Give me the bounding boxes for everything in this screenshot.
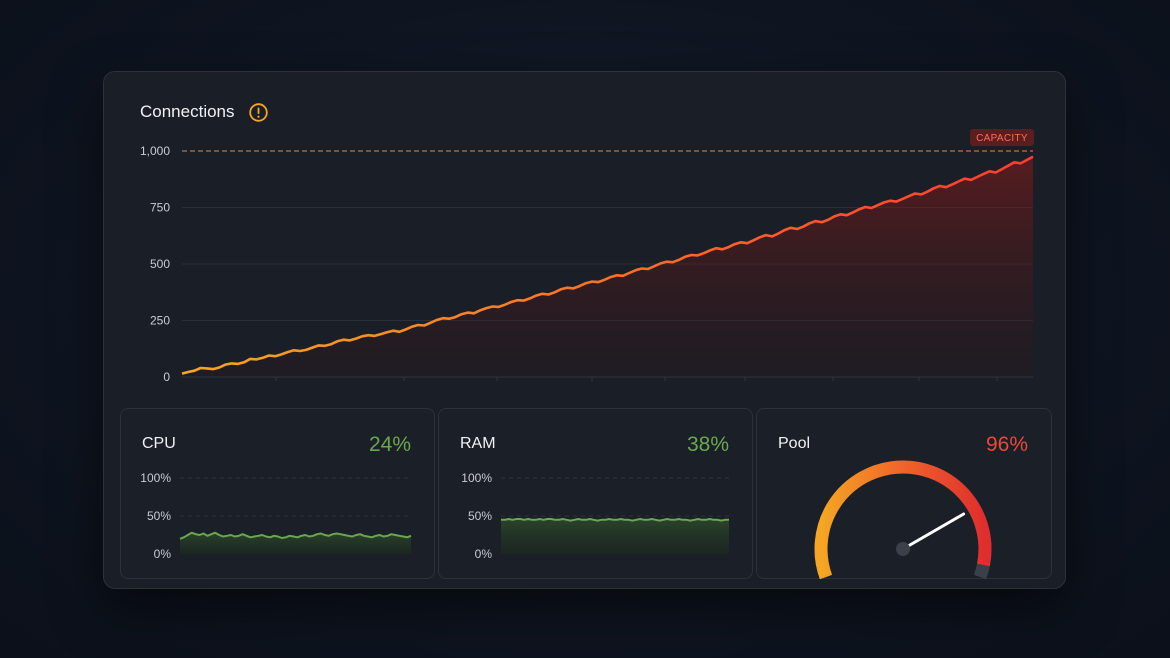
page-title: Connections [140, 102, 235, 121]
y-tick-label: 100% [140, 471, 171, 485]
gauge-needle [901, 512, 966, 551]
ram-area [501, 519, 729, 554]
ram-title: RAM [460, 435, 496, 452]
cpu-title: CPU [142, 435, 176, 452]
capacity-badge: CAPACITY [970, 129, 1034, 146]
ram-chart: 100% 50% 0% [461, 471, 729, 561]
capacity-label: CAPACITY [976, 133, 1028, 144]
pool-value: 96% [985, 433, 1028, 456]
cpu-line [179, 531, 412, 540]
connections-header: Connections [140, 102, 268, 122]
cpu-chart: 100% 50% 0% [140, 471, 412, 561]
y-tick-label: 50% [468, 509, 492, 523]
pool-panel: Pool 96% [756, 408, 1052, 580]
connections-line [181, 155, 1034, 375]
y-tick-label: 0 [163, 370, 170, 384]
y-tick-label: 750 [150, 201, 170, 215]
dashboard-card: 1,000 750 500 250 0 CAPACITY Connections 100… [103, 71, 1066, 589]
warning-circle-icon[interactable] [248, 102, 268, 122]
y-tick-label: 1,000 [140, 144, 170, 158]
cpu-area [180, 532, 411, 554]
ram-value: 38% [686, 433, 729, 456]
gauge-fill [814, 460, 992, 580]
ram-line [501, 518, 729, 522]
pool-gauge [814, 460, 992, 580]
cpu-value: 24% [368, 433, 411, 456]
connections-area [182, 156, 1033, 377]
ram-panel: 100% 50% 0% RAM 38% [438, 408, 753, 579]
y-tick-label: 250 [150, 314, 170, 328]
y-tick-label: 100% [461, 471, 492, 485]
gauge-hub [896, 542, 910, 556]
y-tick-label: 0% [475, 547, 493, 561]
cpu-panel: 100% 50% 0% CPU 24% [120, 408, 435, 579]
connections-chart: 1,000 750 500 250 0 CAPACITY [140, 129, 1034, 384]
y-tick-label: 500 [150, 257, 170, 271]
y-tick-label: 50% [147, 509, 171, 523]
y-tick-label: 0% [154, 547, 172, 561]
pool-title: Pool [778, 435, 811, 452]
